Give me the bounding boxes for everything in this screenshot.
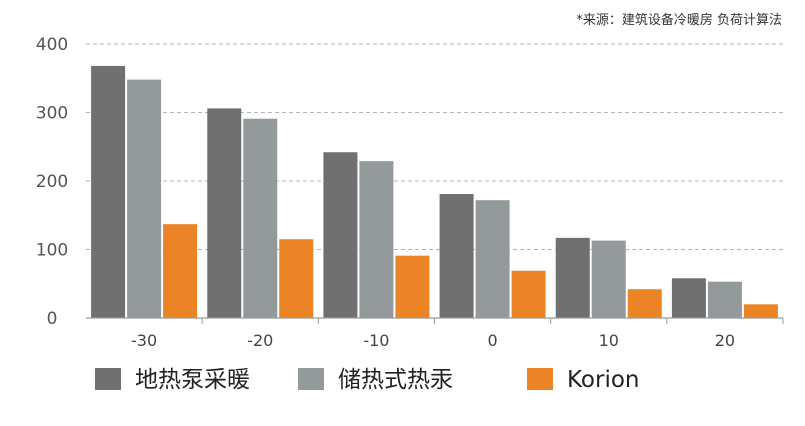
legend-swatch-0 [95,368,121,390]
legend-label-0: 地热泵采暖 [135,367,250,393]
bar-s0-c5 [671,278,706,318]
bar-s2-c3 [511,270,546,318]
bar-s1-c0 [127,79,162,319]
x-tick-label-1: -20 [247,331,273,350]
x-tick-label-2: -10 [363,331,389,350]
legend-label-1: 储热式热汞 [338,367,453,393]
x-tick-label-5: 20 [715,331,735,350]
bar-s1-c1 [243,118,278,318]
bar-s0-c2 [323,152,358,318]
bar-s0-c0 [91,65,126,318]
bar-s2-c5 [743,304,778,318]
source-note: *来源：建筑设备冷暖房 负荷计算法 [576,12,782,28]
bar-s0-c1 [207,108,242,318]
x-tick-label-3: 0 [487,331,497,350]
legend: 地热泵采暖 储热式热汞 Korion [95,367,640,393]
legend-label-2: Korion [567,367,640,393]
bars [91,65,778,319]
bar-s0-c3 [439,194,474,318]
y-tick-label-300: 300 [36,104,68,124]
x-axis-ticks: -30 -20 -10 0 10 20 [131,318,784,350]
y-tick-label-100: 100 [36,241,68,261]
x-tick-label-0: -30 [131,331,157,350]
bar-s1-c4 [591,240,626,318]
y-tick-label-200: 200 [36,172,68,192]
y-tick-label-400: 400 [36,35,68,55]
y-tick-label-0: 0 [47,309,58,329]
bar-s2-c1 [279,239,314,318]
x-tick-label-4: 10 [599,331,619,350]
bar-s1-c2 [359,161,394,318]
bar-s1-c5 [707,281,742,318]
bar-s2-c4 [627,289,662,318]
bar-s2-c0 [163,224,198,318]
legend-swatch-1 [298,368,324,390]
bar-s2-c2 [395,255,430,318]
bar-s0-c4 [555,237,590,318]
legend-swatch-2 [527,368,553,390]
y-axis-ticks: 0 100 200 300 400 [36,35,68,329]
grid [86,43,783,250]
bar-s1-c3 [475,200,510,318]
